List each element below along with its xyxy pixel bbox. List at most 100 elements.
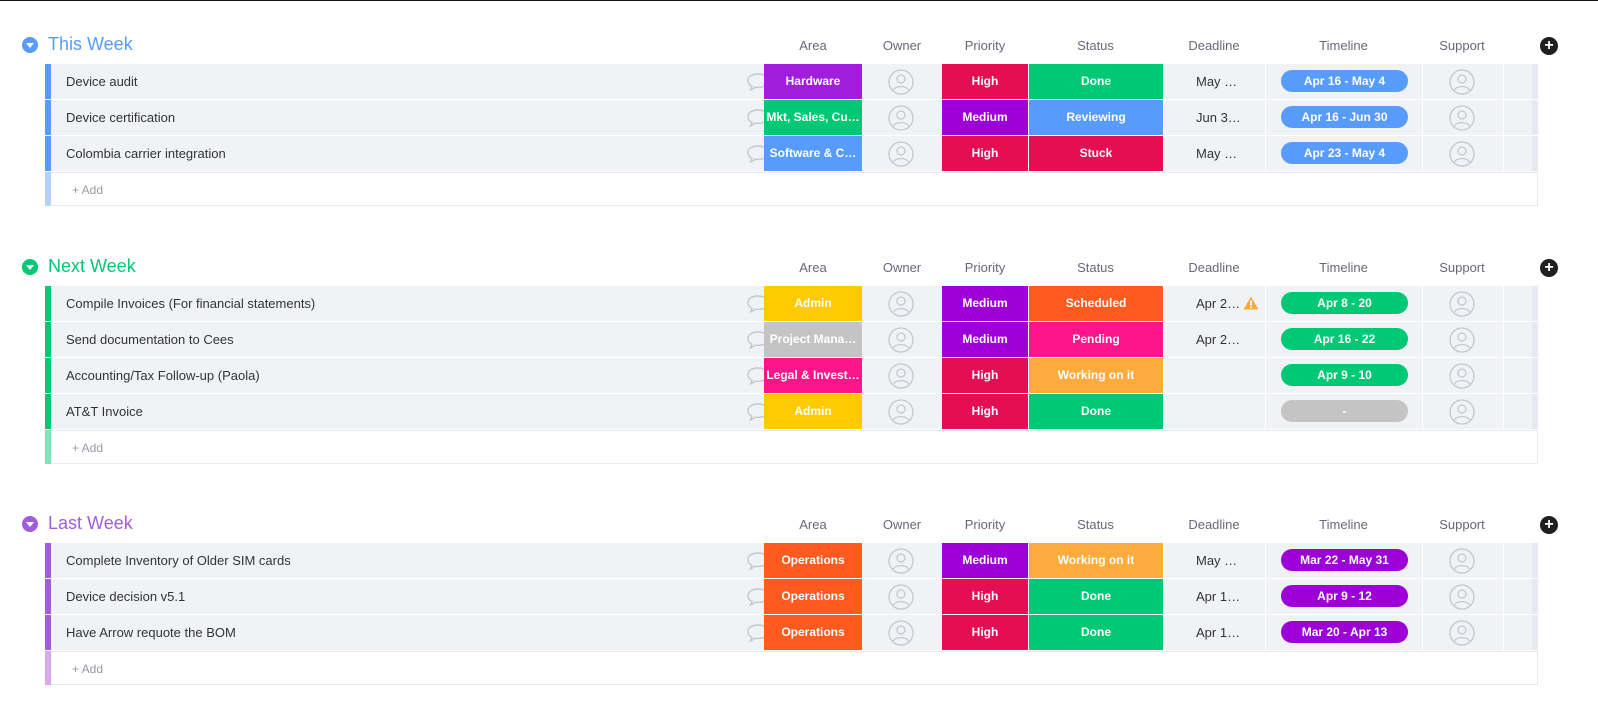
- status-label[interactable]: Reviewing: [1029, 100, 1163, 135]
- add-column-plus-icon[interactable]: +: [1540, 37, 1558, 55]
- item-name-cell[interactable]: Device audit: [51, 64, 772, 99]
- add-column-plus-icon[interactable]: +: [1540, 259, 1558, 277]
- owner-cell[interactable]: [862, 615, 942, 650]
- priority-label[interactable]: Medium: [942, 286, 1028, 321]
- add-column-plus-icon[interactable]: +: [1540, 516, 1558, 534]
- timeline-range[interactable]: Apr 9 - 10: [1281, 364, 1408, 386]
- deadline-cell[interactable]: May …: [1164, 136, 1265, 171]
- timeline-range[interactable]: Apr 16 - May 4: [1281, 70, 1408, 92]
- support-avatar-icon[interactable]: [1449, 141, 1475, 167]
- support-cell[interactable]: [1423, 136, 1503, 171]
- deadline-cell[interactable]: May …: [1164, 64, 1265, 99]
- timeline-range[interactable]: Mar 22 - May 31: [1281, 549, 1408, 571]
- owner-cell[interactable]: [862, 322, 942, 357]
- owner-avatar-icon[interactable]: [888, 584, 914, 610]
- column-header-priority[interactable]: Priority: [964, 38, 1006, 53]
- item-name[interactable]: Compile Invoices (For financial statemen…: [66, 296, 316, 311]
- priority-label[interactable]: Medium: [942, 322, 1028, 357]
- column-header-owner[interactable]: Owner: [882, 517, 922, 532]
- timeline-cell[interactable]: Mar 22 - May 31: [1266, 543, 1422, 578]
- deadline-cell[interactable]: May …: [1164, 543, 1265, 578]
- area-label[interactable]: Admin: [764, 394, 862, 429]
- support-avatar-icon[interactable]: [1449, 363, 1475, 389]
- priority-label[interactable]: High: [942, 358, 1028, 393]
- deadline-cell[interactable]: Apr 1…: [1164, 579, 1265, 614]
- priority-label[interactable]: High: [942, 615, 1028, 650]
- status-label[interactable]: Stuck: [1029, 136, 1163, 171]
- column-header-deadline[interactable]: Deadline: [1188, 517, 1240, 532]
- column-header-status[interactable]: Status: [1077, 517, 1114, 532]
- area-label[interactable]: Legal & Invest…: [764, 358, 862, 393]
- column-header-priority[interactable]: Priority: [964, 517, 1006, 532]
- priority-label[interactable]: Medium: [942, 100, 1028, 135]
- area-label[interactable]: Operations: [764, 579, 862, 614]
- support-avatar-icon[interactable]: [1449, 69, 1475, 95]
- priority-label[interactable]: Medium: [942, 543, 1028, 578]
- status-label[interactable]: Working on it: [1029, 358, 1163, 393]
- support-avatar-icon[interactable]: [1449, 548, 1475, 574]
- owner-cell[interactable]: [862, 64, 942, 99]
- group-title[interactable]: Last Week: [48, 513, 133, 533]
- owner-cell[interactable]: [862, 543, 942, 578]
- support-cell[interactable]: [1423, 394, 1503, 429]
- column-header-area[interactable]: Area: [799, 38, 827, 53]
- area-label[interactable]: Hardware: [764, 64, 862, 99]
- support-cell[interactable]: [1423, 543, 1503, 578]
- item-name-cell[interactable]: Complete Inventory of Older SIM cards: [51, 543, 772, 578]
- support-avatar-icon[interactable]: [1449, 105, 1475, 131]
- column-header-owner[interactable]: Owner: [882, 260, 922, 275]
- deadline-cell[interactable]: Jun 3…: [1164, 100, 1265, 135]
- support-cell[interactable]: [1423, 358, 1503, 393]
- column-header-support[interactable]: Support: [1439, 517, 1485, 532]
- owner-avatar-icon[interactable]: [888, 620, 914, 646]
- deadline-cell[interactable]: Apr 1…: [1164, 615, 1265, 650]
- timeline-range[interactable]: Mar 20 - Apr 13: [1281, 621, 1408, 643]
- support-cell[interactable]: [1423, 322, 1503, 357]
- timeline-range[interactable]: Apr 8 - 20: [1281, 292, 1408, 314]
- support-cell[interactable]: [1423, 286, 1503, 321]
- column-header-area[interactable]: Area: [799, 517, 827, 532]
- add-item-input[interactable]: + Add: [72, 441, 104, 455]
- column-header-support[interactable]: Support: [1439, 38, 1485, 53]
- item-name-cell[interactable]: Device certification: [51, 100, 772, 135]
- status-label[interactable]: Scheduled: [1029, 286, 1163, 321]
- owner-avatar-icon[interactable]: [888, 327, 914, 353]
- column-header-owner[interactable]: Owner: [882, 38, 922, 53]
- status-label[interactable]: Done: [1029, 64, 1163, 99]
- area-label[interactable]: Software & C…: [764, 136, 862, 171]
- column-header-deadline[interactable]: Deadline: [1188, 38, 1240, 53]
- owner-avatar-icon[interactable]: [888, 105, 914, 131]
- item-name[interactable]: Colombia carrier integration: [66, 146, 226, 161]
- timeline-cell[interactable]: Apr 8 - 20: [1266, 286, 1422, 321]
- item-name[interactable]: Have Arrow requote the BOM: [66, 625, 236, 640]
- timeline-cell[interactable]: Apr 16 - 22: [1266, 322, 1422, 357]
- item-name-cell[interactable]: Device decision v5.1: [51, 579, 772, 614]
- item-name-cell[interactable]: Have Arrow requote the BOM: [51, 615, 772, 650]
- support-avatar-icon[interactable]: [1449, 327, 1475, 353]
- owner-cell[interactable]: [862, 100, 942, 135]
- timeline-cell[interactable]: Apr 9 - 10: [1266, 358, 1422, 393]
- support-avatar-icon[interactable]: [1449, 584, 1475, 610]
- item-name[interactable]: Device audit: [66, 74, 138, 89]
- item-name[interactable]: AT&T Invoice: [66, 404, 143, 419]
- item-name-cell[interactable]: Colombia carrier integration: [51, 136, 772, 171]
- owner-cell[interactable]: [862, 286, 942, 321]
- support-avatar-icon[interactable]: [1449, 620, 1475, 646]
- add-item-input[interactable]: + Add: [72, 183, 104, 197]
- area-label[interactable]: Admin: [764, 286, 862, 321]
- owner-cell[interactable]: [862, 394, 942, 429]
- priority-label[interactable]: High: [942, 136, 1028, 171]
- column-header-priority[interactable]: Priority: [964, 260, 1006, 275]
- timeline-cell[interactable]: Apr 16 - Jun 30: [1266, 100, 1422, 135]
- item-name[interactable]: Send documentation to Cees: [66, 332, 234, 347]
- timeline-cell[interactable]: -: [1266, 394, 1422, 429]
- status-label[interactable]: Pending: [1029, 322, 1163, 357]
- support-avatar-icon[interactable]: [1449, 291, 1475, 317]
- status-label[interactable]: Done: [1029, 394, 1163, 429]
- item-name[interactable]: Device decision v5.1: [66, 589, 186, 604]
- collapse-group-icon[interactable]: [22, 37, 38, 53]
- owner-avatar-icon[interactable]: [888, 69, 914, 95]
- support-cell[interactable]: [1423, 579, 1503, 614]
- item-name[interactable]: Complete Inventory of Older SIM cards: [66, 553, 291, 568]
- owner-cell[interactable]: [862, 579, 942, 614]
